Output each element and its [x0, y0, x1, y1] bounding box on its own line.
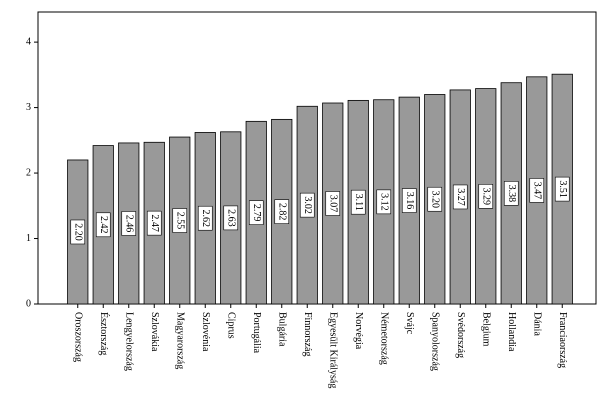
- x-tick-label: Bulgária: [276, 312, 287, 347]
- value-label: 2.47: [149, 214, 160, 232]
- x-tick-label: Belgium: [480, 312, 491, 347]
- x-tick-label: Németország: [378, 312, 389, 365]
- y-tick-label: 3: [26, 102, 31, 113]
- value-label: 2.20: [72, 223, 83, 241]
- x-tick-label: Finnország: [302, 312, 313, 356]
- value-label-box: [325, 191, 341, 216]
- x-tick-label: Dánia: [531, 312, 542, 336]
- y-tick-label: 0: [26, 298, 31, 309]
- value-label: 3.11: [353, 194, 364, 211]
- value-label: 3.47: [531, 182, 542, 200]
- x-tick-label: Lengyelország: [123, 312, 134, 371]
- value-label-box: [529, 178, 545, 203]
- value-label-box: [223, 205, 239, 231]
- value-label-box: [299, 192, 315, 218]
- value-label-box: [350, 189, 366, 215]
- x-tick-label: Észtország: [98, 312, 110, 355]
- value-label: 2.63: [225, 209, 236, 227]
- value-label-box: [248, 200, 264, 225]
- value-label: 2.62: [200, 209, 211, 227]
- y-tick-label: 1: [26, 233, 31, 244]
- value-label-box: [452, 184, 468, 210]
- value-label-box: [478, 184, 494, 209]
- value-label: 3.20: [429, 190, 440, 208]
- value-label: 2.82: [276, 203, 287, 221]
- value-label: 3.07: [327, 195, 338, 213]
- value-label: 3.51: [557, 180, 568, 198]
- x-tick-label: Svájc: [404, 312, 415, 335]
- y-tick-label: 2: [26, 167, 31, 178]
- x-tick-label: Hollandia: [506, 312, 517, 352]
- x-tick-label: Norvégia: [353, 312, 364, 350]
- x-tick-label: Ciprus: [225, 312, 236, 339]
- value-label-box: [376, 189, 392, 215]
- x-tick-label: Szlovénia: [200, 312, 211, 352]
- x-tick-label: Franciaország: [557, 312, 568, 368]
- value-label-box: [146, 210, 162, 236]
- value-label-box: [197, 205, 213, 231]
- x-tick-label: Svédország: [455, 312, 466, 358]
- value-label: 2.42: [98, 216, 109, 234]
- value-label-box: [554, 176, 570, 202]
- x-tick-label: Szlovákia: [149, 312, 160, 352]
- value-label: 3.16: [404, 192, 415, 210]
- value-label: 3.12: [378, 193, 389, 211]
- value-label: 3.27: [455, 188, 466, 206]
- value-label-box: [172, 208, 188, 233]
- value-label: 2.79: [251, 204, 262, 222]
- x-tick-label: Magyarország: [174, 312, 185, 369]
- x-tick-label: Spanyolország: [429, 312, 440, 371]
- value-label-box: [95, 212, 111, 238]
- value-label-box: [121, 211, 137, 236]
- value-label-box: [401, 188, 417, 213]
- value-label-box: [503, 181, 519, 206]
- value-label: 3.38: [506, 185, 517, 203]
- x-tick-label: Egyesült Királyság: [327, 312, 338, 388]
- x-tick-label: Oroszország: [72, 312, 83, 362]
- x-tick-label: Portugália: [251, 312, 262, 354]
- value-label: 2.46: [123, 215, 134, 233]
- y-tick-label: 4: [26, 36, 31, 47]
- value-label-box: [274, 199, 290, 224]
- value-label: 3.02: [302, 196, 313, 214]
- value-label: 2.55: [174, 212, 185, 230]
- value-label-box: [427, 186, 443, 212]
- value-label-box: [70, 219, 86, 245]
- value-label: 3.29: [480, 188, 491, 206]
